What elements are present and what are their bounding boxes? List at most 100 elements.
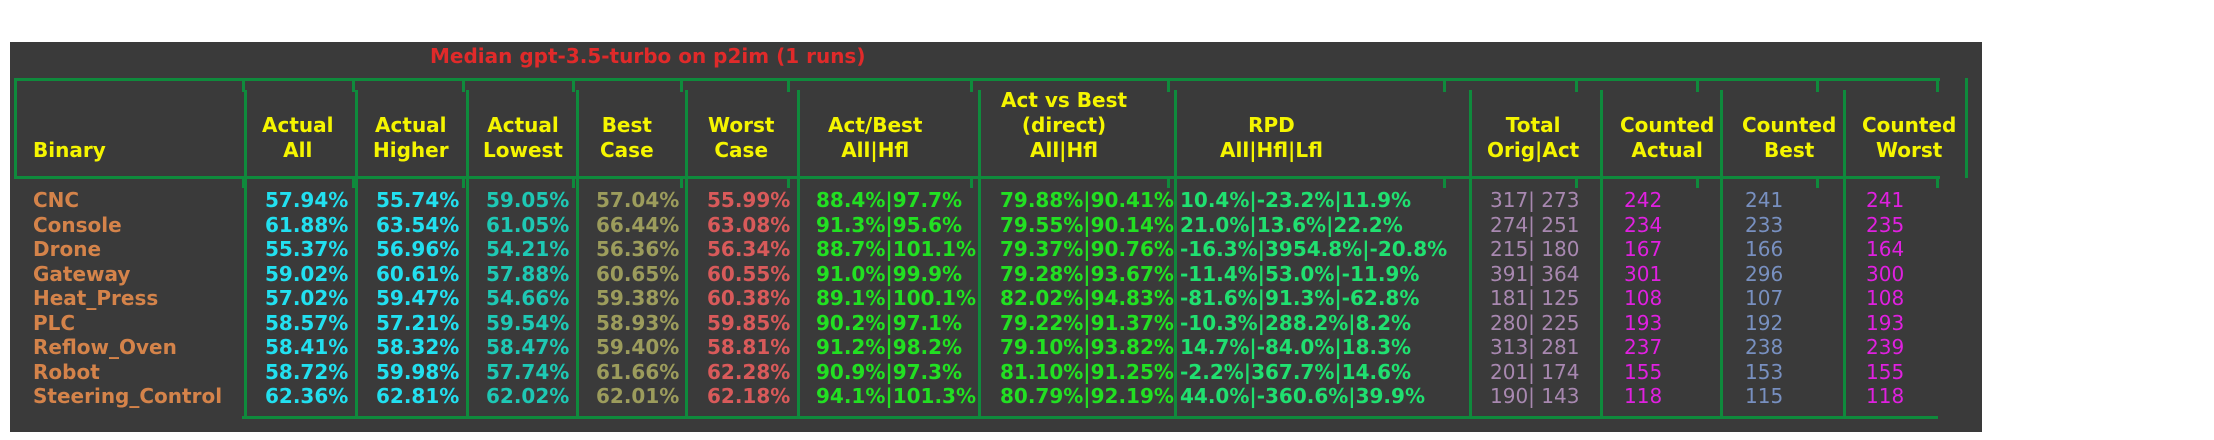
header-top-tick [1575, 80, 1578, 92]
column-separator [978, 90, 981, 416]
cell-binary: Console [33, 212, 122, 237]
cell-worst-case: 60.38% [707, 286, 791, 310]
cell-counted-best: 192 [1745, 310, 1784, 335]
cell-counted-actual: 193 [1624, 310, 1663, 335]
cell-act-best: 88.7%|101.1% [816, 237, 976, 261]
header-bottom-tick [1575, 176, 1578, 188]
cell-counted-best: 238 [1745, 335, 1784, 359]
cell-act-best: 90.9%|97.3% [816, 359, 963, 384]
header-bottom-tick [572, 176, 575, 188]
header-actual-lowest: Actual Lowest [483, 113, 563, 162]
cell-counted-actual: 167 [1624, 237, 1663, 261]
cell-rpd: -81.6%|91.3%|-62.8% [1180, 286, 1420, 310]
cell-actual-higher: 60.61% [376, 261, 460, 286]
header-total: Total Orig|Act [1487, 113, 1580, 162]
cell-counted-worst: 241 [1866, 188, 1905, 212]
header-top-tick [242, 80, 245, 92]
header-bottom-tick [242, 176, 245, 188]
cell-counted-best: 107 [1745, 286, 1784, 310]
header-actual-higher: Actual Higher [373, 113, 449, 162]
header-rpd: RPD All|Hfl|Lfl [1220, 113, 1323, 162]
cell-best-case: 61.66% [596, 359, 680, 384]
column-separator [576, 90, 579, 416]
cell-counted-best: 166 [1745, 237, 1784, 261]
cell-counted-actual: 234 [1624, 212, 1663, 237]
cell-rpd: -2.2%|367.7%|14.6% [1180, 359, 1412, 384]
left-border [14, 78, 17, 178]
cell-total: 274| 251 [1490, 212, 1580, 237]
cell-actual-lowest: 57.74% [486, 359, 570, 384]
cell-actual-higher: 59.98% [376, 359, 460, 384]
cell-counted-actual: 237 [1624, 335, 1663, 359]
right-border [1965, 78, 1968, 178]
header-counted-actual: Counted Actual [1620, 113, 1715, 162]
cell-counted-worst: 164 [1866, 237, 1905, 261]
column-separator [1469, 90, 1472, 416]
cell-act-vs-best: 82.02%|94.83% [1000, 286, 1174, 310]
header-bottom-tick [1167, 176, 1170, 188]
cell-best-case: 56.36% [596, 237, 680, 261]
cell-actual-lowest: 62.02% [486, 384, 570, 408]
cell-counted-worst: 118 [1866, 384, 1905, 408]
cell-act-vs-best: 80.79%|92.19% [1000, 384, 1174, 408]
header-top-tick [787, 80, 790, 92]
cell-total: 215| 180 [1490, 237, 1580, 261]
header-bottom-tick [970, 176, 973, 188]
cell-act-best: 89.1%|100.1% [816, 286, 976, 310]
column-separator [1720, 90, 1723, 416]
cell-best-case: 58.93% [596, 310, 680, 335]
header-top-rule [14, 78, 1940, 81]
column-separator [466, 90, 469, 416]
cell-actual-lowest: 58.47% [486, 335, 570, 359]
column-separator [1174, 90, 1177, 416]
cell-act-vs-best: 81.10%|91.25% [1000, 359, 1174, 384]
header-act-best: Act/Best All|Hfl [828, 113, 923, 162]
cell-actual-higher: 59.47% [376, 286, 460, 310]
cell-counted-worst: 235 [1866, 212, 1905, 237]
cell-act-vs-best: 79.55%|90.14% [1000, 212, 1174, 237]
cell-counted-best: 153 [1745, 359, 1784, 384]
cell-actual-all: 55.37% [265, 237, 349, 261]
table-panel [10, 42, 1982, 432]
cell-worst-case: 63.08% [707, 212, 791, 237]
cell-rpd: 14.7%|-84.0%|18.3% [1180, 335, 1412, 359]
cell-best-case: 60.65% [596, 261, 680, 286]
cell-actual-lowest: 54.21% [486, 237, 570, 261]
cell-counted-worst: 300 [1866, 261, 1905, 286]
cell-counted-best: 241 [1745, 188, 1784, 212]
header-act-vs-best: Act vs Best (direct) All|Hfl [1001, 88, 1128, 162]
cell-worst-case: 62.18% [707, 384, 791, 408]
cell-actual-lowest: 59.54% [486, 310, 570, 335]
cell-counted-actual: 301 [1624, 261, 1663, 286]
cell-actual-lowest: 59.05% [486, 188, 570, 212]
cell-worst-case: 62.28% [707, 359, 791, 384]
cell-binary: Steering_Control [33, 384, 223, 408]
cell-total: 313| 281 [1490, 335, 1580, 359]
cell-actual-all: 61.88% [265, 212, 349, 237]
cell-actual-higher: 58.32% [376, 335, 460, 359]
cell-act-vs-best: 79.28%|93.67% [1000, 261, 1174, 286]
column-separator [355, 90, 358, 416]
cell-act-vs-best: 79.10%|93.82% [1000, 335, 1174, 359]
cell-total: 317| 273 [1490, 188, 1580, 212]
header-top-tick [1443, 80, 1446, 92]
cell-binary: Robot [33, 359, 100, 384]
cell-rpd: 10.4%|-23.2%|11.9% [1180, 188, 1412, 212]
cell-counted-best: 115 [1745, 384, 1784, 408]
cell-binary: Gateway [33, 261, 131, 286]
header-top-tick [1696, 80, 1699, 92]
cell-best-case: 57.04% [596, 188, 680, 212]
header-bottom-rule [14, 176, 1940, 179]
cell-worst-case: 56.34% [707, 237, 791, 261]
cell-counted-actual: 242 [1624, 188, 1663, 212]
table-title: Median gpt-3.5-turbo on p2im (1 runs) [430, 44, 866, 68]
cell-total: 201| 174 [1490, 359, 1580, 384]
cell-rpd: -10.3%|288.2%|8.2% [1180, 310, 1412, 335]
header-bottom-tick [1936, 176, 1939, 188]
cell-actual-lowest: 54.66% [486, 286, 570, 310]
cell-actual-all: 58.41% [265, 335, 349, 359]
cell-total: 190| 143 [1490, 384, 1580, 408]
cell-actual-all: 57.02% [265, 286, 349, 310]
cell-actual-higher: 63.54% [376, 212, 460, 237]
cell-act-best: 91.2%|98.2% [816, 335, 963, 359]
